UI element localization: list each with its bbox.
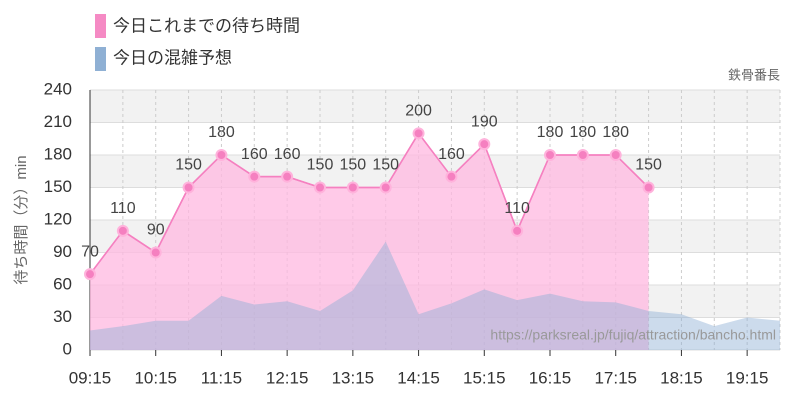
value-label: 70 — [81, 243, 99, 260]
point — [116, 224, 129, 237]
x-tick-label: 13:15 — [332, 368, 375, 387]
point — [544, 149, 556, 161]
point — [149, 246, 162, 259]
value-label: 110 — [110, 200, 136, 217]
value-label: 190 — [471, 113, 498, 130]
point — [379, 181, 392, 194]
value-label: 160 — [274, 146, 301, 163]
y-tick-label: 240 — [44, 79, 72, 98]
value-label: 150 — [372, 157, 399, 174]
x-tick-label: 16:15 — [529, 368, 572, 387]
y-tick-label: 120 — [44, 209, 72, 228]
x-tick-label: 18:15 — [660, 368, 703, 387]
value-label: 90 — [147, 222, 165, 239]
value-label: 110 — [504, 200, 530, 217]
x-tick-label: 10:15 — [134, 368, 177, 387]
point — [511, 224, 524, 237]
x-tick-label: 17:15 — [594, 368, 637, 387]
legend-label: 今日の混雑予想 — [113, 48, 232, 67]
point — [478, 138, 491, 151]
value-label: 150 — [175, 157, 202, 174]
point — [281, 170, 294, 183]
grid-band — [90, 90, 780, 123]
point — [248, 170, 261, 183]
value-label: 180 — [208, 124, 235, 141]
point — [445, 170, 458, 183]
point — [576, 149, 589, 161]
point — [642, 181, 655, 194]
point — [215, 149, 228, 161]
y-tick-label: 90 — [53, 242, 72, 261]
x-tick-label: 12:15 — [266, 368, 309, 387]
x-tick-label: 09:15 — [69, 368, 112, 387]
x-tick-label: 15:15 — [463, 368, 506, 387]
credit: 鉄骨番長 — [728, 67, 780, 82]
legend-swatch — [95, 14, 106, 38]
y-tick-label: 30 — [53, 307, 72, 326]
value-label: 150 — [307, 157, 334, 174]
point — [314, 181, 326, 194]
value-label: 180 — [537, 124, 564, 141]
x-tick-label: 11:15 — [201, 368, 242, 387]
point — [609, 149, 622, 161]
point — [412, 127, 425, 140]
point — [182, 181, 195, 194]
point — [84, 268, 96, 281]
value-label: 180 — [602, 124, 629, 141]
y-tick-label: 210 — [44, 112, 72, 131]
value-label: 150 — [340, 157, 367, 174]
value-label: 150 — [635, 157, 662, 174]
value-label: 180 — [570, 124, 597, 141]
watermark: https://parksreal.jp/fujiq/attraction/ba… — [490, 327, 776, 343]
y-tick-label: 60 — [53, 274, 72, 293]
area — [90, 241, 780, 350]
y-tick-label: 180 — [44, 144, 72, 163]
y-tick-label: 150 — [44, 177, 72, 196]
legend-label: 今日これまでの待ち時間 — [113, 16, 300, 35]
value-label: 160 — [438, 146, 465, 163]
y-axis-label: 待ち時間（分）min — [13, 155, 30, 284]
y-tick-label: 0 — [63, 339, 72, 358]
value-label: 160 — [241, 146, 268, 163]
point — [346, 181, 359, 194]
legend-swatch — [95, 47, 106, 71]
x-tick-label: 19:15 — [726, 368, 769, 387]
x-tick-label: 14:15 — [397, 368, 440, 387]
value-label: 200 — [405, 103, 432, 120]
area — [90, 133, 649, 350]
